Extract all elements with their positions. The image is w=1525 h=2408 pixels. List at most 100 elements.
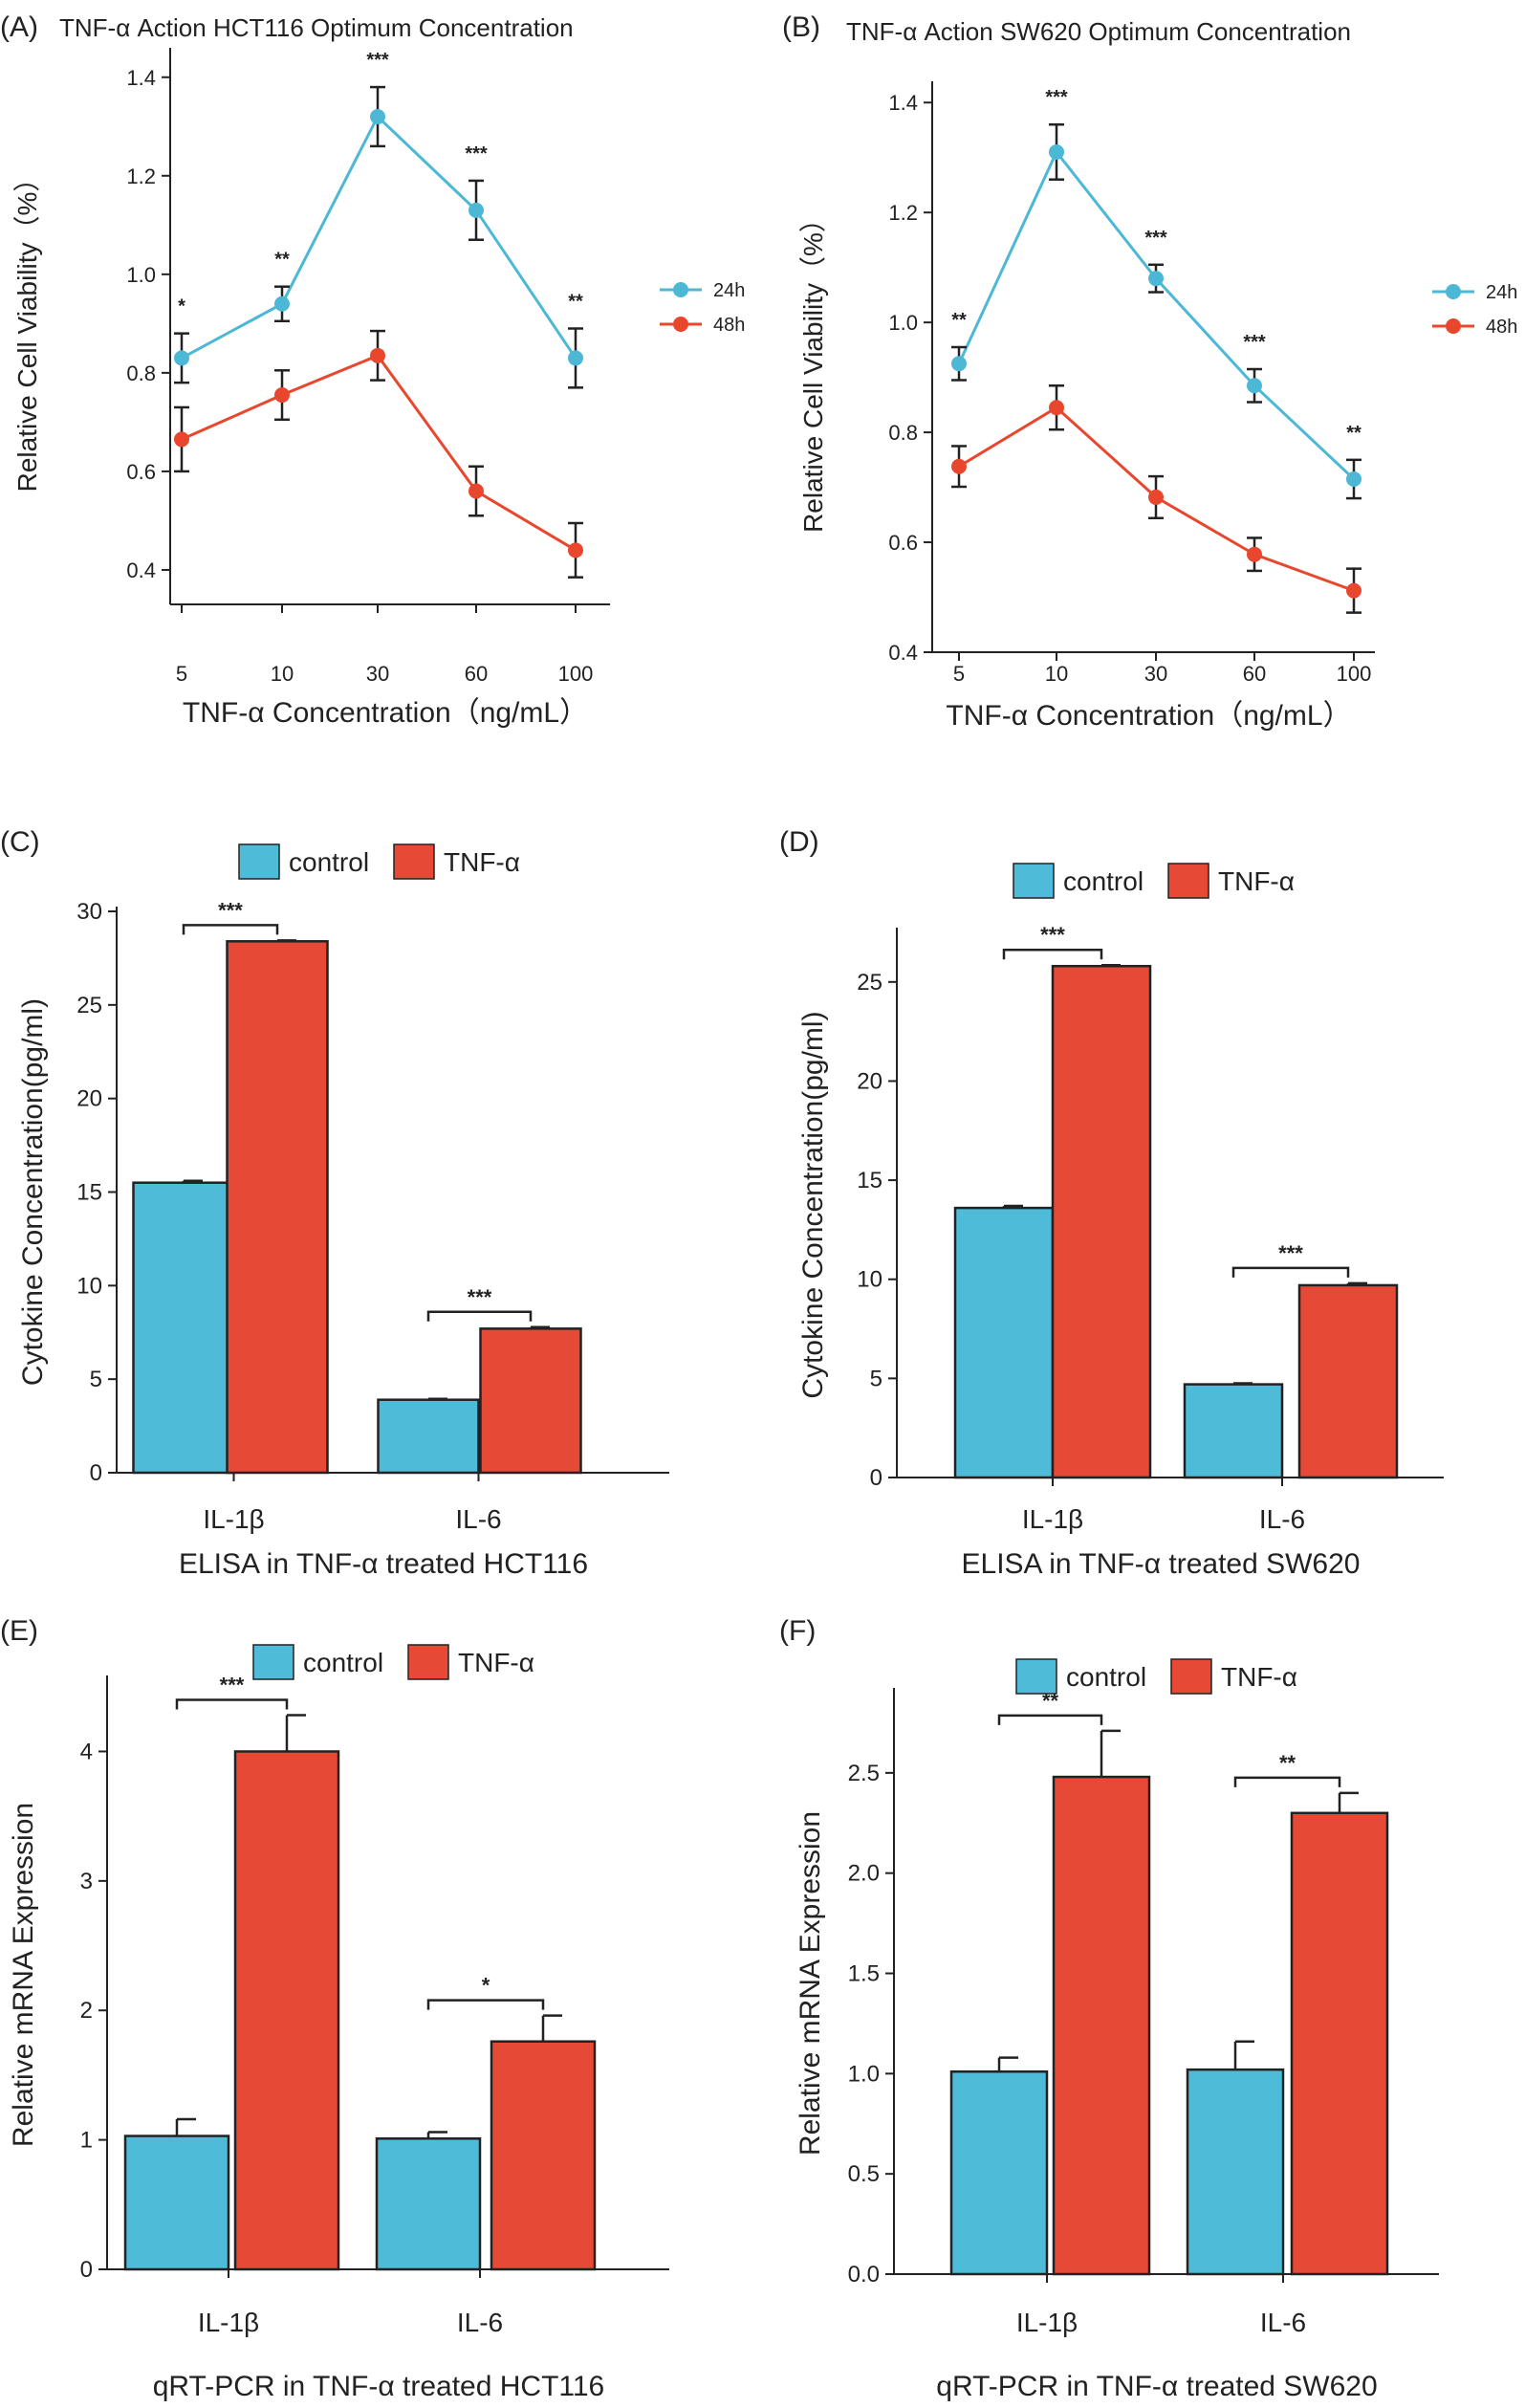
y-tick-label: 1.2 <box>126 164 156 188</box>
data-point-48h <box>1346 582 1362 599</box>
y-axis-label: Relative Cell Viability（%） <box>798 206 828 533</box>
legend-swatch <box>407 1644 449 1680</box>
x-tick-label: 30 <box>1144 662 1167 686</box>
legend-label: control <box>289 847 369 877</box>
x-tick-label: 60 <box>1243 662 1266 686</box>
bar-control <box>377 1398 480 1475</box>
chart-caption: qRT-PCR in TNF-α treated HCT116 <box>153 2371 605 2402</box>
x-tick-label: 30 <box>366 662 389 686</box>
data-point-48h <box>951 458 967 474</box>
chart-caption: ELISA in TNF-α treated SW620 <box>962 1548 1361 1580</box>
legend-swatch <box>1013 863 1055 899</box>
series-line-24h <box>181 114 577 360</box>
bar-control <box>1186 2068 1285 2276</box>
significance-marker: *** <box>220 1674 245 1697</box>
panel-c: (C) control TNF-α 0 5 10 15 20 25 30 Cytokine Conc… <box>0 826 669 1580</box>
significance-marker: *** <box>1144 228 1167 249</box>
panel-e: (E) control TNF-α 0 1 2 3 4 Relative mRNA Expres… <box>0 1615 669 2402</box>
legend-label: TNF-α <box>1221 1662 1297 1692</box>
legend-swatch <box>252 1644 294 1680</box>
panel-a: (A) TNF-α Action HCT116 Optimum Concentra… <box>0 11 745 729</box>
y-tick-label: 0.4 <box>888 641 918 665</box>
x-tick-label: IL-1β <box>1016 2308 1078 2337</box>
x-tick-label: IL-1β <box>203 1504 264 1534</box>
data-point-24h <box>1148 271 1164 287</box>
panel-label: (B) <box>782 11 820 43</box>
y-tick-label: 0.6 <box>888 531 918 555</box>
bar-tnf <box>490 2040 597 2271</box>
legend-swatch <box>1015 1658 1057 1695</box>
legend-label: control <box>1066 1662 1146 1692</box>
x-tick-label: 5 <box>176 662 187 686</box>
data-point-24h <box>1049 143 1064 160</box>
y-tick-label: 5 <box>90 1367 102 1392</box>
significance-marker: *** <box>1040 923 1065 947</box>
y-tick-label: 1.0 <box>848 2061 880 2087</box>
y-tick-label: 1.4 <box>888 91 918 115</box>
y-tick-label: 1.4 <box>126 66 156 90</box>
bar-tnf <box>1052 1775 1151 2276</box>
y-tick-label: 0.0 <box>848 2262 880 2288</box>
legend-swatch <box>1170 1658 1212 1695</box>
x-tick-label: 10 <box>271 662 294 686</box>
significance-marker: ** <box>1042 1689 1059 1713</box>
panel-f: (F) control TNF-α 0.0 0.5 1.0 1.5 2.0 2.5 Relativ… <box>779 1615 1439 2402</box>
panel-b: (B) TNF-α Action SW620 Optimum Concentrat… <box>782 11 1517 732</box>
significance-marker: ** <box>1279 1751 1296 1775</box>
y-tick-label: 0.8 <box>126 361 156 385</box>
y-axis-label: Cytokine Concentration(pg/ml) <box>797 1011 829 1398</box>
y-tick-label: 30 <box>76 899 102 925</box>
y-tick-label: 25 <box>76 993 102 1018</box>
bar-control <box>375 2137 482 2271</box>
y-tick-label: 0.6 <box>126 460 156 484</box>
legend-swatch <box>238 843 280 880</box>
data-point-24h <box>370 108 385 124</box>
significance-bracket <box>1233 1776 1341 1787</box>
significance-marker: *** <box>468 1285 492 1309</box>
x-tick-label: 100 <box>558 662 594 686</box>
significance-bracket <box>1231 1266 1350 1278</box>
significance-marker: ** <box>274 250 290 271</box>
y-tick-label: 1.2 <box>888 201 918 225</box>
legend-label: TNF-α <box>458 1648 534 1677</box>
legend-label: control <box>303 1648 383 1677</box>
bar-tnf <box>1051 964 1152 1479</box>
significance-marker: *** <box>1045 87 1068 108</box>
significance-marker: *** <box>465 143 488 164</box>
x-tick-label: 100 <box>1337 662 1372 686</box>
y-tick-label: 4 <box>80 1739 93 1764</box>
significance-marker: *** <box>1243 332 1266 353</box>
data-point-24h <box>468 202 484 218</box>
y-tick-label: 2.5 <box>848 1761 880 1786</box>
data-point-48h <box>174 431 189 448</box>
data-point-48h <box>1049 400 1064 416</box>
significance-marker: *** <box>1278 1241 1303 1265</box>
significance-bracket <box>175 1698 289 1710</box>
significance-marker: * <box>482 1974 490 1998</box>
data-point-48h <box>274 387 290 404</box>
legend-marker <box>1446 318 1461 334</box>
y-tick-label: 25 <box>857 970 882 996</box>
panel-label: (F) <box>779 1615 816 1647</box>
legend-label: TNF-α <box>1218 866 1295 896</box>
data-point-24h <box>1346 471 1362 487</box>
x-axis-label: TNF-α Concentration（ng/mL） <box>183 697 588 729</box>
bar-tnf <box>479 1327 582 1475</box>
data-point-48h <box>1247 546 1262 562</box>
data-point-24h <box>1247 378 1262 394</box>
legend-swatch <box>393 843 435 880</box>
y-tick-label: 1.5 <box>848 1961 880 1987</box>
y-tick-label: 1.0 <box>126 263 156 287</box>
y-axis-label: Relative mRNA Expression <box>8 1803 39 2147</box>
y-tick-label: 1.0 <box>888 311 918 335</box>
legend-swatch <box>1167 863 1209 899</box>
chart-caption: qRT-PCR in TNF-α treated SW620 <box>936 2371 1377 2402</box>
data-point-24h <box>568 350 583 366</box>
bar-tnf <box>233 1750 340 2271</box>
legend-label: control <box>1063 866 1144 896</box>
data-point-48h <box>568 542 583 558</box>
panel-label: (E) <box>0 1615 38 1647</box>
x-tick-label: IL-6 <box>1259 1504 1305 1534</box>
legend-label: 24h <box>1486 282 1517 303</box>
x-axis-label: TNF-α Concentration（ng/mL） <box>946 700 1351 732</box>
